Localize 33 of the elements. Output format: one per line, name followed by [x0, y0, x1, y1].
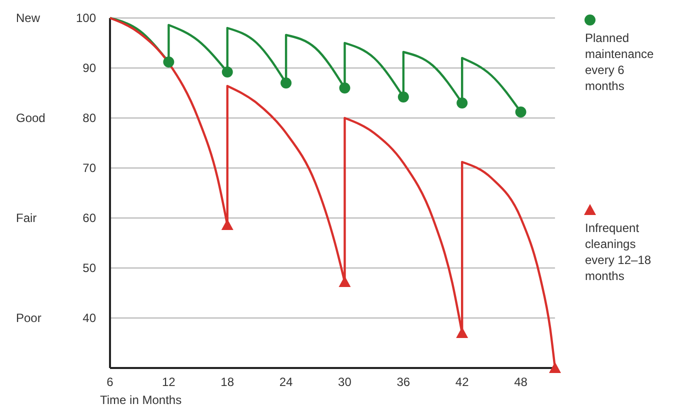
x-tick-label: 48: [514, 375, 528, 389]
y-tick-label: 70: [82, 161, 96, 176]
x-tick-label: 36: [396, 375, 410, 389]
x-tick-label: 12: [162, 375, 176, 389]
point: [398, 92, 409, 102]
x-tick-label: 30: [338, 375, 352, 389]
y-tick-label: 90: [82, 61, 96, 76]
point: [338, 276, 351, 287]
x-axis-title: Time in Months: [100, 393, 182, 407]
point: [515, 106, 526, 118]
legend-label: Planned maintenance every 6 months: [585, 31, 654, 93]
point: [456, 327, 468, 338]
y-tick-label: 100: [76, 11, 96, 26]
y-tick-label: 40: [82, 311, 96, 326]
x-tick-label: 6: [106, 375, 114, 389]
point: [221, 219, 234, 230]
point: [222, 66, 233, 78]
text: Poor: [16, 311, 42, 326]
x-tick-label: 18: [220, 375, 234, 389]
text: Fair: [16, 211, 37, 226]
point: [549, 362, 561, 373]
text: New: [16, 11, 40, 26]
point: [339, 82, 350, 94]
point: [163, 56, 174, 68]
y-tick-label: 50: [82, 261, 96, 276]
y-tick-label: 60: [82, 211, 96, 226]
y-tick-label: 80: [82, 111, 96, 126]
x-tick-label: 42: [455, 375, 470, 389]
x-tick-label: 24: [279, 375, 294, 389]
point: [456, 98, 468, 108]
legend-label: Infrequent cleanings every 12–18 months: [585, 221, 652, 283]
point: [280, 78, 292, 88]
text: Good: [16, 111, 46, 126]
